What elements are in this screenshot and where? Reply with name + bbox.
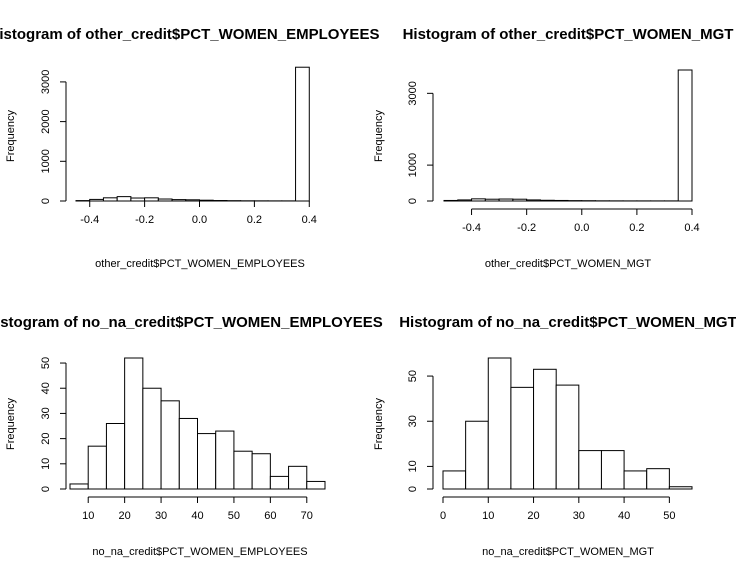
histogram-bar <box>87 445 107 490</box>
y-tick-label: 50 <box>40 357 52 369</box>
histogram-bar <box>512 198 528 202</box>
histogram-bar <box>457 199 473 202</box>
x-tick-label: 0.4 <box>684 222 699 234</box>
y-tick-label: 10 <box>40 458 52 470</box>
histogram-bar <box>443 199 459 202</box>
histogram-bar <box>142 387 162 490</box>
panel-4: Histogram of no_na_credit$PCT_WOMEN_MGT … <box>373 314 736 558</box>
histogram-bar <box>178 417 198 490</box>
histogram-bar <box>215 430 235 490</box>
x-tick-label: -0.2 <box>135 214 154 226</box>
x-axis-label: other_credit$PCT_WOMEN_MGT <box>485 258 652 270</box>
histogram-bar <box>295 66 310 202</box>
y-tick-label: 0 <box>407 486 419 492</box>
x-tick-label: 0.4 <box>302 214 317 226</box>
x-tick-label: 0.0 <box>574 222 589 234</box>
histogram-bar <box>251 453 271 490</box>
histogram-bar <box>306 480 326 490</box>
panel-title: Histogram of other_credit$PCT_WOMEN_MGT <box>403 26 734 43</box>
y-tick-label: 40 <box>40 382 52 394</box>
histogram-bar <box>269 475 290 490</box>
y-axis-label: Frequency <box>373 398 385 450</box>
panel-title: Histogram of no_na_credit$PCT_WOMEN_EMPL… <box>0 314 383 331</box>
y-tick-label: 3000 <box>407 81 419 105</box>
y-axis-label: Frequency <box>5 110 17 162</box>
x-tick-label: 20 <box>527 510 539 522</box>
y-axis-label: Frequency <box>373 110 385 162</box>
histogram-bar <box>677 69 693 202</box>
y-tick-label: 10 <box>407 460 419 472</box>
histogram-bar <box>533 368 557 490</box>
y-tick-label: 30 <box>407 415 419 427</box>
x-axis-label: other_credit$PCT_WOMEN_EMPLOYEES <box>95 258 305 270</box>
histogram-bar <box>233 450 253 490</box>
y-tick-label: 30 <box>40 407 52 419</box>
histogram-bar <box>116 196 132 202</box>
x-tick-label: 20 <box>119 510 131 522</box>
histogram-bar <box>69 483 89 490</box>
x-axis-label: no_na_credit$PCT_WOMEN_EMPLOYEES <box>92 546 307 558</box>
x-tick-label: 0.0 <box>192 214 207 226</box>
y-tick-label: 0 <box>407 198 419 204</box>
histogram-bar <box>465 420 489 490</box>
histogram-bar <box>471 198 486 202</box>
x-tick-label: 0 <box>440 510 446 522</box>
x-tick-label: -0.4 <box>80 214 99 226</box>
histogram-bar <box>623 470 648 490</box>
y-axis-label: Frequency <box>5 398 17 450</box>
panel-3: Histogram of no_na_credit$PCT_WOMEN_EMPL… <box>0 314 383 558</box>
y-tick-label: 0 <box>40 486 52 492</box>
x-tick-label: 40 <box>191 510 203 522</box>
x-axis-label: no_na_credit$PCT_WOMEN_MGT <box>482 546 654 558</box>
x-tick-label: 10 <box>82 510 94 522</box>
histogram-bar <box>600 450 625 490</box>
histogram-bar <box>555 384 580 490</box>
panel-2: Histogram of other_credit$PCT_WOMEN_MGT … <box>373 26 733 270</box>
histogram-bar <box>288 465 308 490</box>
histogram-bar <box>646 468 670 490</box>
histogram-bar <box>487 357 512 490</box>
x-tick-label: 60 <box>264 510 276 522</box>
y-tick-label: 3000 <box>40 70 52 94</box>
histogram-bar <box>539 199 555 202</box>
histogram-bar <box>124 357 144 490</box>
y-tick-label: 1000 <box>40 149 52 173</box>
x-tick-label: 70 <box>301 510 313 522</box>
histogram-bar <box>197 433 217 490</box>
y-tick-label: 1000 <box>407 153 419 177</box>
panel-title: Histogram of other_credit$PCT_WOMEN_EMPL… <box>0 26 379 43</box>
x-tick-label: 50 <box>228 510 240 522</box>
histogram-bar <box>484 198 500 202</box>
x-tick-label: -0.2 <box>517 222 536 234</box>
x-tick-label: 30 <box>573 510 585 522</box>
y-tick-label: 50 <box>407 370 419 382</box>
histogram-bar <box>553 199 569 202</box>
histogram-bar <box>442 470 467 490</box>
x-tick-label: -0.4 <box>462 222 481 234</box>
panel-title: Histogram of no_na_credit$PCT_WOMEN_MGT <box>399 314 736 331</box>
y-tick-label: 20 <box>40 432 52 444</box>
x-tick-label: 40 <box>618 510 630 522</box>
histogram-bar <box>510 386 535 490</box>
histogram-bar <box>105 423 126 490</box>
histogram-bar <box>498 198 514 202</box>
x-tick-label: 0.2 <box>247 214 262 226</box>
x-tick-label: 50 <box>663 510 675 522</box>
histogram-bar <box>526 199 541 202</box>
histogram-bar <box>160 400 180 490</box>
y-tick-label: 0 <box>40 198 52 204</box>
histogram-bar <box>578 450 602 490</box>
histogram-bar <box>668 486 693 490</box>
x-tick-label: 0.2 <box>629 222 644 234</box>
x-tick-label: 10 <box>482 510 494 522</box>
panel-1: Histogram of other_credit$PCT_WOMEN_EMPL… <box>0 26 379 270</box>
x-tick-label: 30 <box>155 510 167 522</box>
y-tick-label: 2000 <box>40 109 52 133</box>
